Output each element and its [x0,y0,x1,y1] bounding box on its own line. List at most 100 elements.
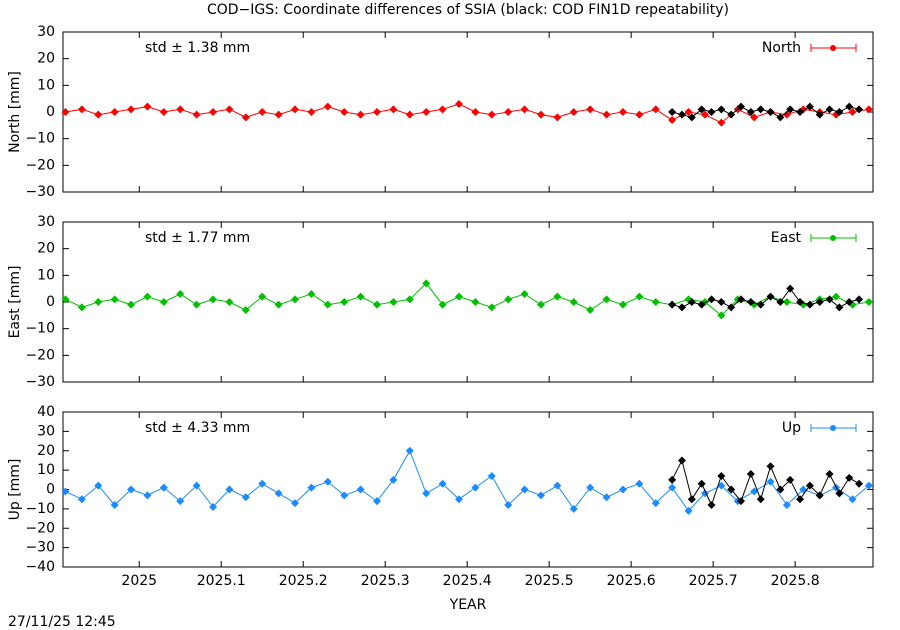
y-tick-label: 10 [37,267,55,283]
point [668,475,677,484]
annotation: std ± 1.77 mm [145,230,250,246]
point [209,295,218,304]
y-tick-label: 30 [37,423,55,439]
point [422,489,431,498]
point [405,295,414,304]
point [717,105,726,114]
point [815,491,824,500]
y-tick-label: −20 [25,520,55,536]
point [389,475,398,484]
point [307,108,316,116]
point [94,110,103,119]
point [602,493,611,502]
point [815,298,824,306]
point [776,298,785,306]
point [323,477,332,486]
point [697,479,706,488]
x-tick-label: 2025 [121,573,157,589]
point [684,108,693,116]
point [520,485,529,494]
point [389,298,398,306]
point [159,298,168,306]
point [766,477,775,486]
x-tick-label: 2025.3 [361,573,410,589]
point [77,495,86,504]
point [77,303,86,312]
point [209,108,218,116]
point [766,292,775,301]
point [700,110,709,119]
point [651,499,660,508]
point [225,485,234,494]
point [717,471,726,480]
y-tick-label: 0 [46,294,55,310]
point [835,303,844,312]
point [110,108,119,116]
point [307,483,316,492]
point [323,102,332,111]
point [372,497,381,506]
point [356,485,365,494]
x-tick-label: 2025.6 [607,573,656,589]
point [536,491,545,500]
legend-marker [830,45,836,51]
point [766,462,775,471]
point [61,108,70,116]
point [176,105,185,114]
point [746,470,755,478]
point [274,300,283,309]
x-tick-label: 2025.7 [689,573,738,589]
point [717,311,726,320]
series-line [65,282,869,316]
point [569,108,578,116]
point [825,470,834,478]
point [825,105,834,114]
point [127,300,136,309]
point [746,108,755,116]
y-tick-label: 20 [37,51,55,67]
point [845,298,854,306]
point [471,298,480,306]
point [776,113,785,122]
point [796,495,805,504]
x-tick-label: 2025.1 [197,573,246,589]
x-tick-label: 2025.5 [525,573,574,589]
legend-marker [830,235,836,241]
y-tick-label: 0 [46,104,55,120]
point [782,298,791,306]
point [848,495,857,504]
point [159,483,168,492]
point [340,491,349,500]
point [586,483,595,492]
point [454,292,463,301]
point [786,475,795,484]
y-tick-label: 10 [37,77,55,93]
point [746,298,755,306]
y-tick-label: −10 [25,501,55,517]
point [825,295,834,304]
y-tick-label: 20 [37,241,55,257]
point [536,110,545,119]
point [835,489,844,498]
point [782,110,791,119]
point [77,105,86,114]
point [356,110,365,119]
point [737,102,746,111]
point [340,298,349,306]
point [192,110,201,119]
y-axis-label: Up [mm] [7,459,23,521]
point [776,485,785,494]
point [687,298,696,306]
point [569,504,578,513]
point [635,479,644,488]
point [796,108,805,116]
point [454,495,463,504]
point [225,105,234,114]
x-tick-label: 2025.4 [443,573,492,589]
point [786,105,795,114]
point [405,110,414,119]
point [756,105,765,114]
point [750,487,759,496]
point [737,295,746,304]
point [143,491,152,500]
